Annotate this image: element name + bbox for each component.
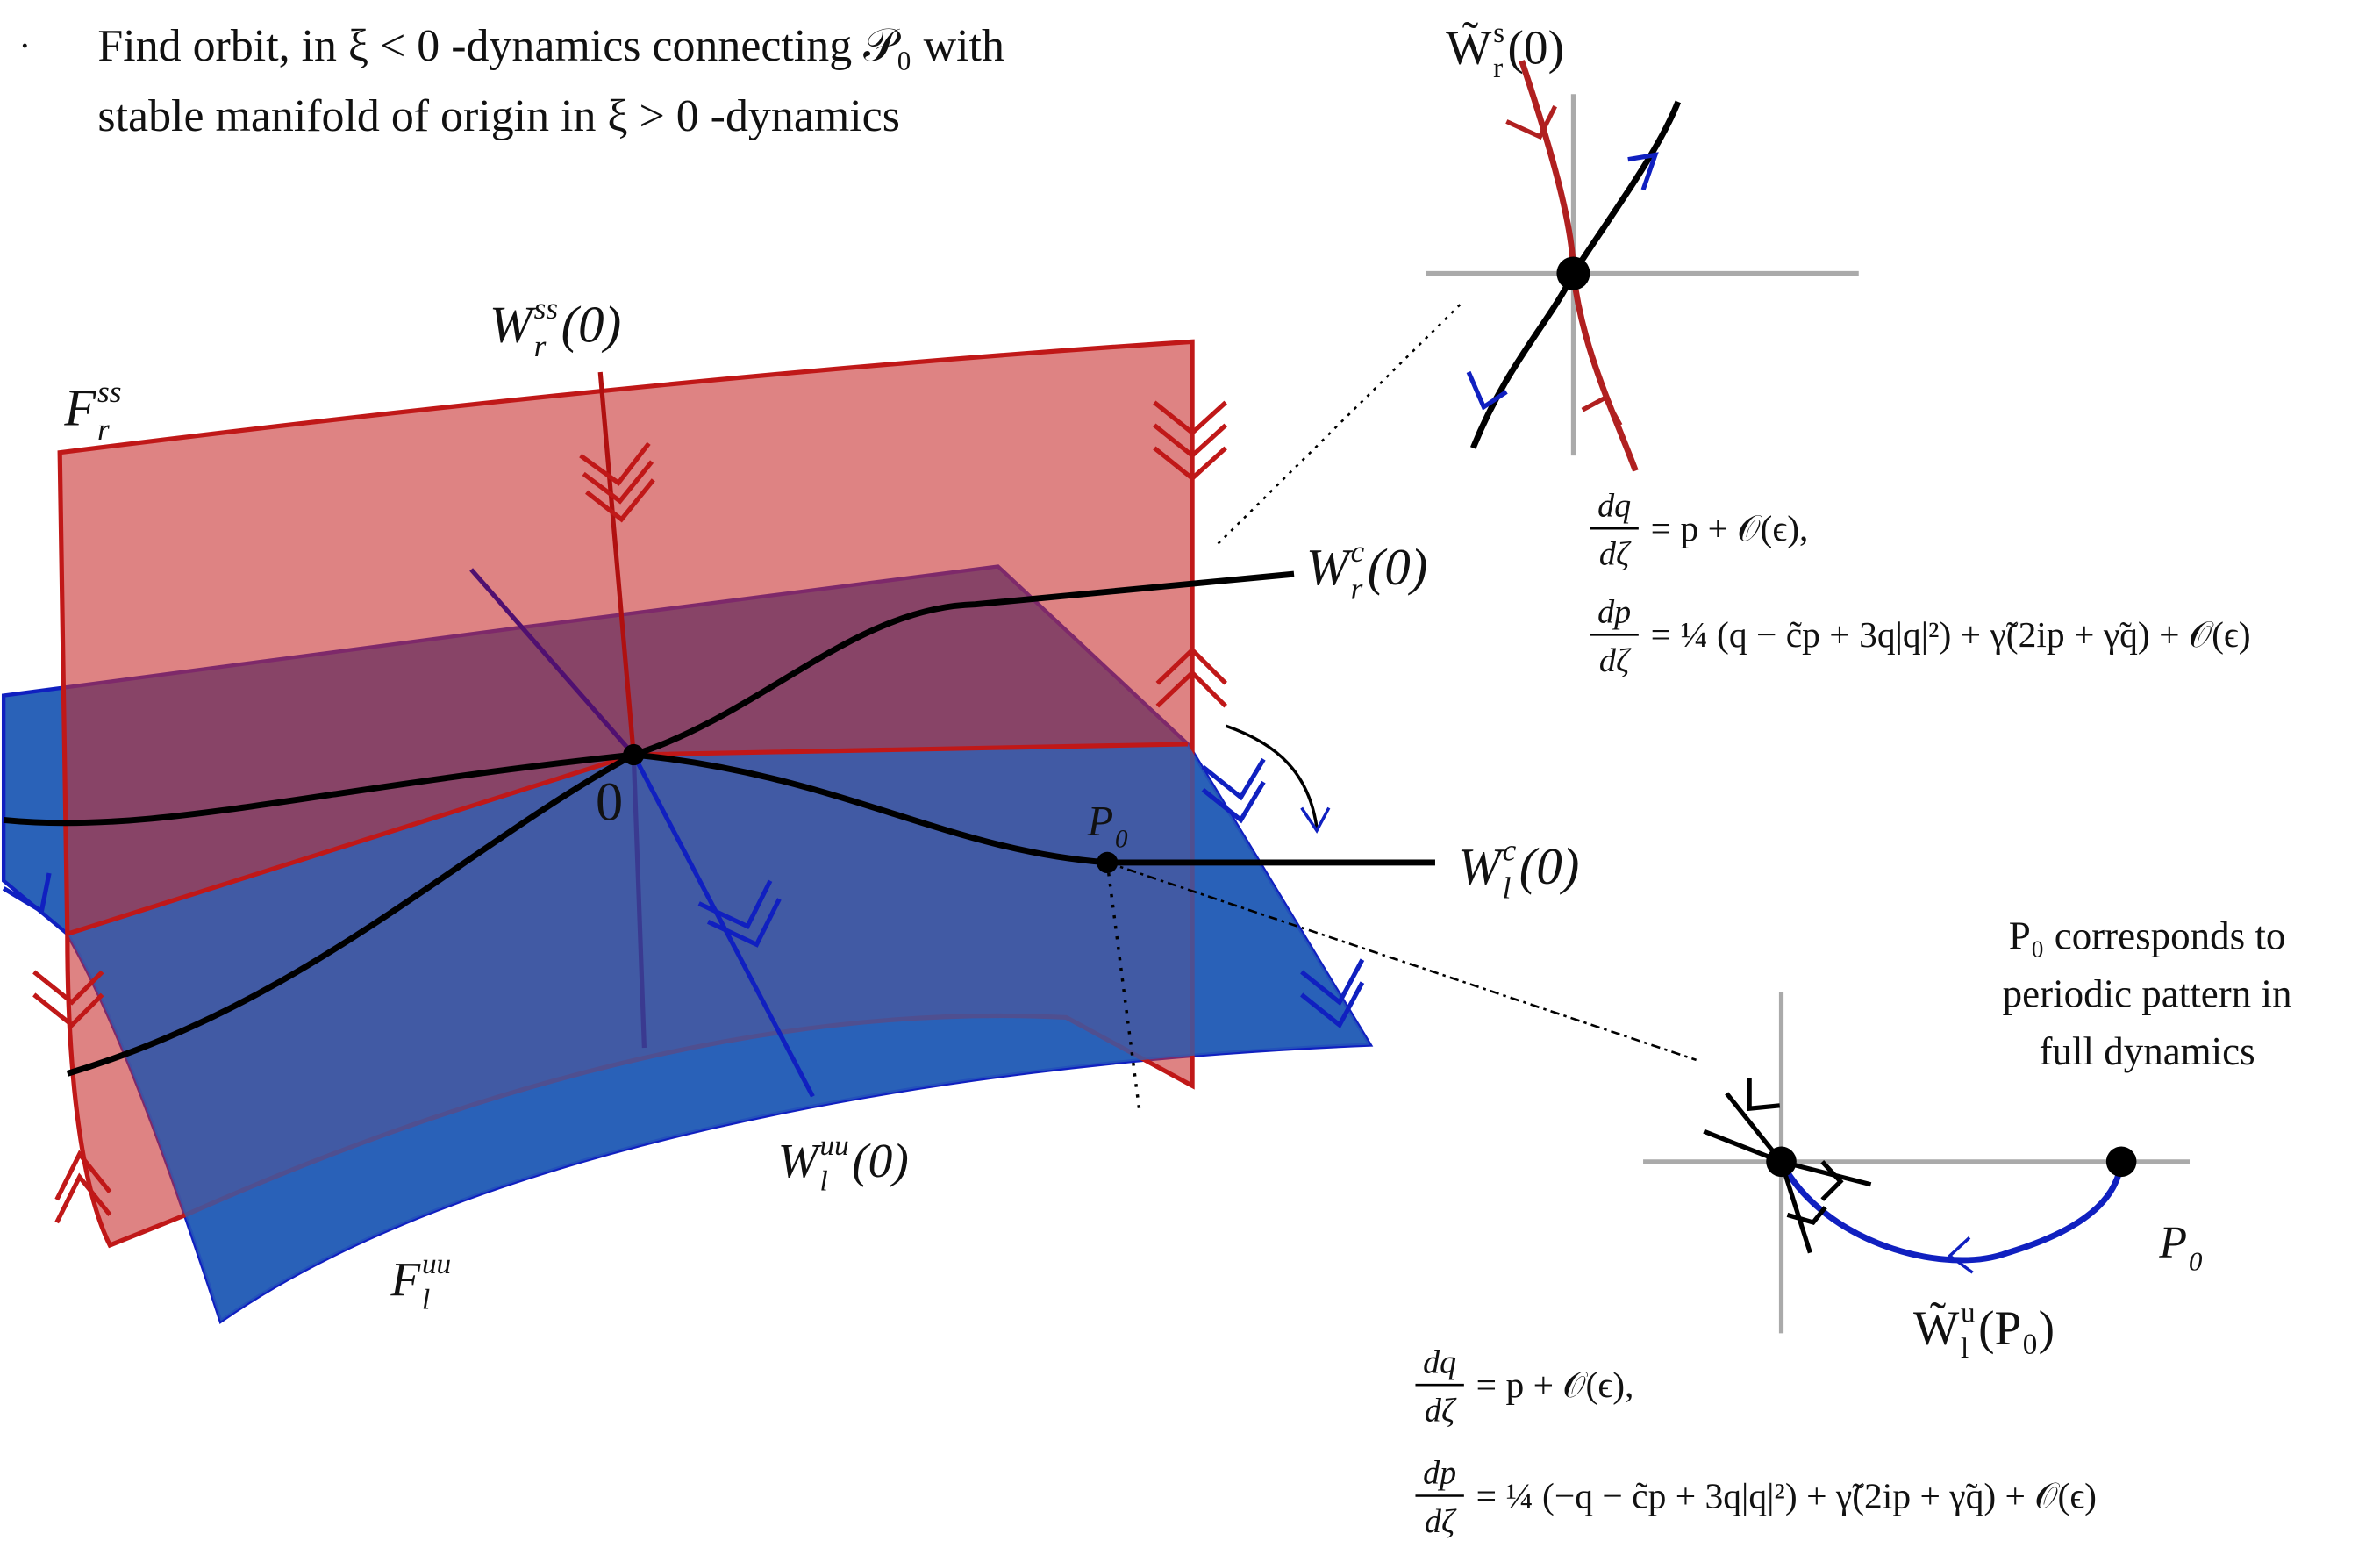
label-tail: (0) (561, 296, 622, 353)
label-sup: ss (534, 291, 558, 326)
eq-num: dq (1423, 1344, 1456, 1380)
label: F (63, 380, 96, 437)
label-sub: r (1493, 52, 1503, 84)
eq-num: dp (1423, 1455, 1456, 1492)
label: 0 (596, 771, 623, 832)
label-sup: uu (422, 1248, 451, 1280)
label-sub: r (534, 329, 547, 363)
label-sub: 0 (1115, 825, 1128, 853)
note-line: P₀ corresponds to (2009, 914, 2286, 958)
eq-den: dζ (1599, 536, 1632, 573)
label-sub: l (820, 1165, 828, 1198)
eq-rhs: = p + 𝒪(ϵ), (1651, 508, 1809, 549)
slide: · Find orbit, in ξ < 0 -dynamics connect… (0, 0, 2380, 1555)
label-sub: r (97, 412, 110, 447)
label-sub: l (422, 1284, 430, 1316)
label: W (1458, 838, 1505, 895)
zoom-line-top (1219, 301, 1464, 544)
label-sup: c (1351, 534, 1365, 569)
eq-den: dζ (1425, 1393, 1457, 1430)
label-sup: s (1493, 17, 1504, 49)
origin-point (623, 744, 644, 765)
label-sup: u (1961, 1297, 1976, 1329)
eq-rhs: = p + 𝒪(ϵ), (1476, 1365, 1634, 1406)
page: · Find orbit, in ξ < 0 -dynamics connect… (0, 0, 2380, 1555)
label: W (1306, 539, 1354, 596)
label-sup: ss (97, 375, 121, 409)
label-sup: uu (820, 1129, 849, 1162)
label-sub: l (1503, 871, 1512, 906)
bullet-line: stable manifold of origin in ξ > 0 -dyna… (97, 91, 899, 141)
label: P (2158, 1218, 2187, 1268)
label: W̃ (1913, 1301, 1960, 1354)
bullet-line: Find orbit, in ξ < 0 -dynamics connectin… (97, 21, 1004, 71)
label: W (490, 296, 537, 353)
bullet: · (18, 25, 31, 66)
eq-rhs: = ¼ (q − c̃p + 3q|q|²) + γ̃(2ip + γ̃q) +… (1651, 614, 2251, 656)
label-sub: l (1961, 1332, 1969, 1365)
eq-den: dζ (1425, 1503, 1457, 1540)
label: W̃ (1446, 21, 1492, 75)
label-tail: (0) (1507, 21, 1564, 75)
label-tail: (P₀) (1978, 1301, 2055, 1354)
label: P (1087, 799, 1114, 845)
label-sub: 0 (2189, 1245, 2203, 1276)
label-sup: c (1503, 834, 1517, 868)
note-line: periodic pattern in (2003, 971, 2292, 1015)
eq-num: dq (1597, 487, 1631, 524)
label-tail: (0) (852, 1134, 909, 1187)
inset-top (1426, 61, 1859, 470)
eq-rhs: = ¼ (−q − c̃p + 3q|q|²) + γ̃(2ip + γ̃q) … (1476, 1475, 2097, 1516)
eq-den: dζ (1599, 642, 1632, 679)
label-tail: (0) (1368, 539, 1428, 596)
label: W (778, 1134, 823, 1187)
label: F (390, 1252, 421, 1306)
eq-num: dp (1597, 593, 1631, 630)
label-tail: (0) (1519, 838, 1580, 895)
label-sub: r (1351, 572, 1363, 606)
note-line: full dynamics (2039, 1029, 2255, 1073)
